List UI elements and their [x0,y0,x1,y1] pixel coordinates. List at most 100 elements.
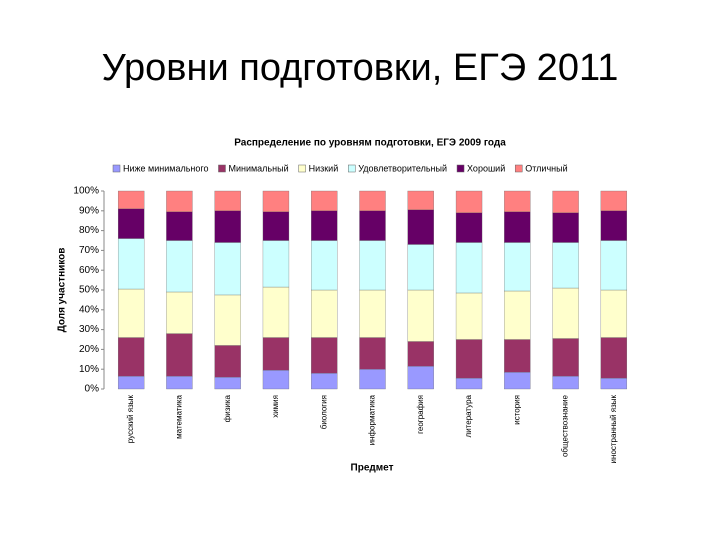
bar-segment [552,287,579,339]
x-tick-label: информатика [368,394,377,445]
bar-segment [262,370,290,390]
bar-segment [504,339,531,373]
bar-segment [214,345,241,378]
bar-segment [262,211,290,241]
bar-segment [407,190,434,210]
bar-segment [552,242,579,289]
bar-segment [262,337,290,371]
bar-segment [455,377,483,390]
bar-segment [262,190,290,212]
legend-swatch [348,164,356,173]
y-tick-label: 100% [73,186,99,197]
bar-segment [214,242,241,296]
y-tick-label: 60% [79,265,99,276]
legend-label: Ниже минимального [123,163,208,173]
bar-segment [262,286,290,338]
x-tick-label: обществознание [561,394,570,457]
bar-segment [504,242,531,292]
legend-label: Низкий [309,163,339,173]
y-tick-label: 90% [79,205,99,216]
legend-swatch [218,164,226,173]
bar-segment [455,190,483,213]
bar-segment [166,240,193,293]
y-tick-label: 20% [79,344,99,355]
bar-segment [359,190,386,211]
x-tick-label: биология [319,395,328,429]
bar-segment [311,289,338,338]
bar-segment [214,210,241,243]
bar-segment [117,375,145,390]
bar-segment [407,366,434,390]
legend-swatch [298,164,306,173]
y-tick-label: 0% [85,384,100,395]
y-tick-label: 40% [79,304,99,315]
bar-segment [359,289,386,338]
bar-segment [407,209,434,245]
legend-swatch [514,164,523,173]
bar-segment [262,240,290,288]
x-tick-label: история [512,395,521,425]
slide-title: Уровни подготовки, ЕГЭ 2011 [102,47,619,89]
bar-segment [600,377,628,390]
bar-segment [504,211,531,243]
bar-segment [552,338,579,377]
legend-label: Удовлетворительный [358,163,447,173]
bar-segment [504,290,531,340]
bar-segment [214,376,241,390]
y-tick-label: 10% [79,364,99,375]
bar-segment [166,211,193,241]
bar-segment [552,212,579,243]
x-tick-label: физика [223,394,232,422]
bar-segment [311,210,338,241]
bar-segment [117,288,145,338]
bar-segment [455,339,483,379]
legend-label: Хороший [467,163,505,173]
bar-segment [407,289,434,342]
bar-segment [214,294,241,346]
bar-segment [455,242,483,294]
x-tick-label: русский язык [126,395,135,444]
bar-segment [359,240,386,291]
x-tick-label: география [416,395,425,434]
bar-segment [504,372,531,390]
bar-segment [407,341,434,367]
bar-segment [117,238,145,290]
bar-segment [600,240,628,291]
bar-segment [455,292,483,340]
bar-segment [552,190,579,213]
bar-segment [166,333,193,377]
bar-segment [117,337,145,377]
bar-segment [359,369,386,390]
bar-segment [117,208,145,239]
bar-segment [214,190,241,211]
bar-segment [600,190,628,211]
chart-title: Распределение по уровням подготовки, ЕГЭ… [234,138,506,149]
bar-segment [359,337,386,370]
legend-swatch [456,164,465,173]
bar-segment [600,289,628,338]
x-tick-label: литература [464,394,473,437]
bar-segment [166,375,193,390]
y-tick-label: 50% [79,285,99,296]
y-tick-label: 80% [79,225,99,236]
legend-label: Отличный [525,163,567,173]
bar-segment [407,244,434,291]
bar-segment [600,210,628,241]
bar-segment [552,375,579,390]
bar-segment [117,190,145,209]
legend-swatch [112,164,121,173]
bar-segment [311,337,338,374]
y-axis-title: Доля участников [57,248,68,333]
bar-segment [311,373,338,390]
x-tick-label: химия [271,395,280,418]
bar-segment [504,190,531,212]
bar-segment [455,212,483,243]
y-tick-label: 30% [79,324,99,335]
bar-segment [166,190,193,212]
bar-segment [359,210,386,241]
bar-segment [311,240,338,291]
bar-segment [311,190,338,211]
x-tick-label: математика [175,394,184,438]
bar-segment [600,337,628,379]
